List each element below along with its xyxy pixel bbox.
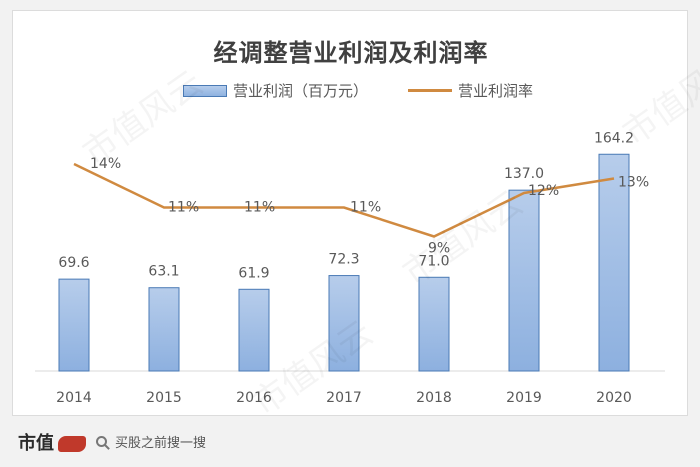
legend-label-profit: 营业利润（百万元） — [233, 82, 369, 100]
footer-bar: 市值 买股之前搜一搜 — [0, 416, 700, 467]
x-tick-label: 2018 — [416, 390, 452, 406]
line-value-label: 12% — [528, 183, 559, 199]
bar-value-label: 137.0 — [504, 166, 544, 182]
x-tick-label: 2016 — [236, 390, 272, 406]
brand-logo[interactable]: 市值 — [18, 429, 86, 455]
bar — [238, 288, 270, 372]
bar — [58, 278, 90, 372]
bar-value-label: 61.9 — [238, 265, 269, 281]
line-value-label: 11% — [350, 200, 381, 216]
bar — [148, 287, 180, 372]
bar-value-label: 63.1 — [148, 264, 179, 280]
bar-value-label: 71.0 — [418, 253, 449, 269]
search-link[interactable]: 买股之前搜一搜 — [96, 432, 206, 451]
bar — [508, 189, 540, 372]
bar — [328, 275, 360, 372]
brand-mark-icon — [58, 435, 86, 452]
x-tick-label: 2015 — [146, 390, 182, 406]
legend-label-margin: 营业利润率 — [458, 82, 534, 100]
line-value-label: 11% — [244, 200, 275, 216]
x-tick-label: 2017 — [326, 390, 362, 406]
legend-item-margin: 营业利润率 — [408, 80, 533, 101]
search-icon — [96, 436, 107, 447]
legend-swatch-line — [408, 89, 453, 92]
chart-legend: 营业利润（百万元） 营业利润率 — [183, 80, 573, 101]
legend-item-profit: 营业利润（百万元） — [183, 80, 368, 101]
line-value-label: 13% — [618, 175, 649, 191]
margin-line — [73, 162, 615, 238]
bar-value-label: 72.3 — [328, 252, 359, 268]
brand-name: 市值 — [18, 432, 54, 454]
x-tick-label: 2019 — [506, 390, 542, 406]
bar — [418, 276, 450, 372]
x-tick-label: 2020 — [596, 390, 632, 406]
line-value-label: 9% — [428, 241, 450, 257]
search-text: 买股之前搜一搜 — [115, 436, 207, 451]
chart-card: 经调整营业利润及利润率 营业利润（百万元） 营业利润率 69.6 2014 63.1… — [12, 10, 700, 424]
chart-plot: 69.6 2014 63.1 2015 61.9 2016 72.3 2017 71.0 2018… — [35, 130, 665, 406]
line-value-label: 11% — [168, 200, 199, 216]
line-value-label: 14% — [90, 156, 121, 172]
chart-title: 经调整营业利润及利润率 — [213, 39, 489, 67]
bar — [598, 153, 630, 372]
x-tick-label: 2014 — [56, 390, 92, 406]
bar-value-label: 164.2 — [594, 130, 634, 146]
bar-value-label: 69.6 — [58, 255, 89, 271]
legend-swatch-bar — [183, 84, 227, 97]
